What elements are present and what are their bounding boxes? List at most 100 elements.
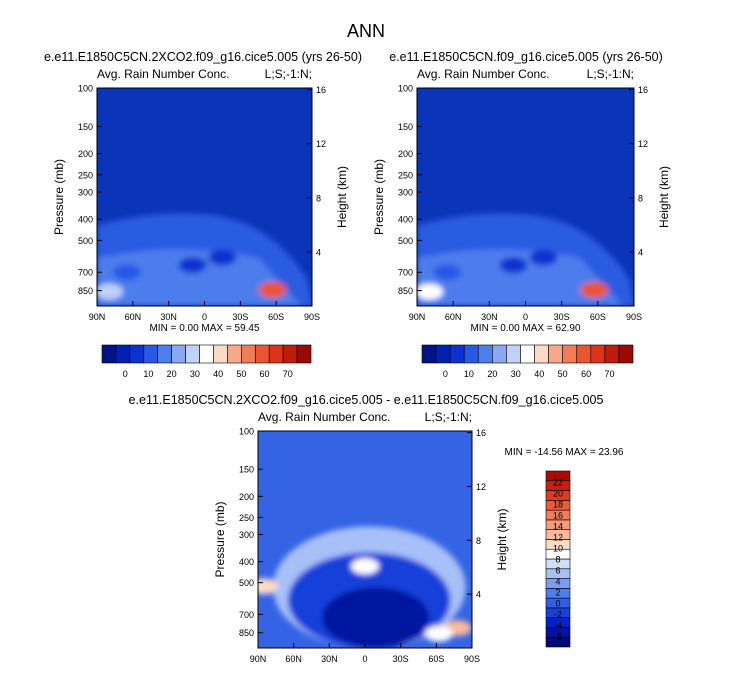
- x-tick-label: 90N: [250, 654, 267, 664]
- y-tick-label: 100: [398, 84, 413, 94]
- y-tick-label: 500: [78, 236, 93, 246]
- colorbar-tick-label: 18: [553, 500, 563, 510]
- colorbar-segment: [101, 344, 117, 364]
- colorbar-segment: [545, 470, 571, 482]
- x-tick-label: 30N: [160, 312, 177, 322]
- shaded-region: [417, 249, 624, 306]
- panel-subtitle-left: Avg. Rain Number Conc.: [97, 67, 230, 81]
- colorbar-segment: [199, 344, 214, 364]
- x-tick-label: 0: [362, 654, 367, 664]
- y-right-tick-label: 4: [316, 247, 321, 257]
- stats-text: MIN = 0.00 MAX = 62.90: [470, 323, 580, 334]
- colorbar-segment: [548, 344, 563, 364]
- y-tick-label: 300: [398, 188, 413, 198]
- x-tick-label: 30N: [481, 312, 498, 322]
- x-tick-label: 90S: [626, 312, 642, 322]
- y-tick-label: 250: [398, 170, 413, 180]
- colorbar-segment: [171, 344, 186, 364]
- y-tick-label: 200: [78, 149, 93, 159]
- colorbar-tick-label: 70: [605, 369, 615, 379]
- y-right-axis-label: Height (km): [657, 166, 671, 228]
- field-feature: [351, 599, 379, 616]
- colorbar-segment: [477, 344, 493, 364]
- y-tick-label: 300: [78, 188, 93, 198]
- x-tick-label: 30S: [232, 312, 248, 322]
- colorbar-tick-label: 20: [553, 489, 563, 499]
- colorbar-segment: [618, 344, 634, 364]
- y-right-axis-label: Height (km): [335, 166, 349, 228]
- x-tick-label: 90S: [464, 654, 480, 664]
- colorbar-segment: [213, 344, 228, 364]
- field-feature: [208, 249, 237, 266]
- colorbar-segment: [463, 344, 479, 364]
- colorbar-segment: [449, 344, 465, 364]
- colorbar-segment: [241, 344, 256, 364]
- colorbar-tick-label: 50: [558, 369, 568, 379]
- x-tick-label: 90S: [304, 312, 320, 322]
- colorbar-tick-label: 4: [555, 577, 560, 587]
- y-tick-label: 400: [239, 557, 254, 567]
- y-tick-label: 300: [239, 530, 254, 540]
- colorbar-segment: [506, 344, 521, 364]
- contour-field: [258, 431, 472, 648]
- x-tick-label: 60S: [428, 654, 444, 664]
- colorbar-segment: [129, 344, 145, 364]
- colorbar-segment: [421, 344, 437, 364]
- colorbar-tick-label: 20: [167, 369, 177, 379]
- colorbar-tick-label: 8: [555, 555, 560, 565]
- colorbar-tick-label: 60: [260, 369, 270, 379]
- y-tick-label: 200: [239, 492, 254, 502]
- panel-difference: e.e11.E1850C5CN.2XCO2.f09_g16.cice5.005 …: [129, 393, 624, 664]
- y-tick-label: 250: [78, 170, 93, 180]
- field-feature: [351, 558, 379, 575]
- y-tick-label: 850: [78, 286, 93, 296]
- y-right-tick-label: 8: [316, 193, 321, 203]
- panel-control: e.e11.E1850C5CN.f09_g16.cice5.005 (yrs 2…: [372, 50, 671, 379]
- field-feature: [580, 282, 609, 299]
- y-tick-label: 700: [239, 610, 254, 620]
- y-axis-label: Pressure (mb): [213, 501, 227, 577]
- y-right-tick-label: 4: [638, 247, 643, 257]
- x-tick-label: 60N: [285, 654, 302, 664]
- field-feature: [424, 625, 453, 642]
- y-tick-label: 500: [239, 578, 254, 588]
- field-feature: [258, 578, 278, 595]
- colorbar-tick-label: 10: [143, 369, 153, 379]
- shaded-region: [97, 249, 302, 306]
- y-tick-label: 700: [78, 268, 93, 278]
- field-feature: [112, 264, 141, 281]
- y-right-tick-label: 12: [638, 139, 648, 149]
- colorbar-tick-label: 2: [555, 588, 560, 598]
- field-feature: [433, 264, 462, 281]
- y-right-tick-label: 16: [638, 85, 648, 95]
- colorbar-tick-label: -2: [554, 610, 562, 620]
- y-right-tick-label: 12: [316, 139, 326, 149]
- x-tick-label: 60S: [590, 312, 606, 322]
- y-tick-label: 100: [78, 84, 93, 94]
- y-tick-label: 250: [239, 513, 254, 523]
- x-tick-label: 0: [523, 312, 528, 322]
- x-tick-label: 0: [202, 312, 207, 322]
- colorbar-segment: [254, 344, 270, 364]
- y-right-tick-label: 8: [476, 536, 481, 546]
- colorbar-tick-label: 40: [213, 369, 223, 379]
- colorbar-tick-label: 30: [511, 369, 521, 379]
- colorbar-segment: [576, 344, 592, 364]
- y-tick-label: 400: [398, 215, 413, 225]
- field-feature: [178, 257, 207, 274]
- colorbar-segment: [296, 344, 312, 364]
- panel-subtitle-right: L;S;-1:N;: [265, 67, 312, 81]
- field-feature: [417, 283, 444, 300]
- colorbar-tick-label: 0: [443, 369, 448, 379]
- x-tick-label: 90N: [89, 312, 106, 322]
- x-tick-label: 90N: [409, 312, 426, 322]
- panel-subtitle-right: L;S;-1:N;: [587, 67, 634, 81]
- colorbar-tick-label: 16: [553, 511, 563, 521]
- colorbar-segment: [227, 344, 242, 364]
- x-tick-label: 30S: [393, 654, 409, 664]
- x-tick-label: 60N: [125, 312, 142, 322]
- y-tick-label: 150: [398, 122, 413, 132]
- colorbar-tick-label: 50: [236, 369, 246, 379]
- field-shading: [97, 213, 312, 306]
- stats-text: MIN = -14.56 MAX = 23.96: [505, 447, 624, 458]
